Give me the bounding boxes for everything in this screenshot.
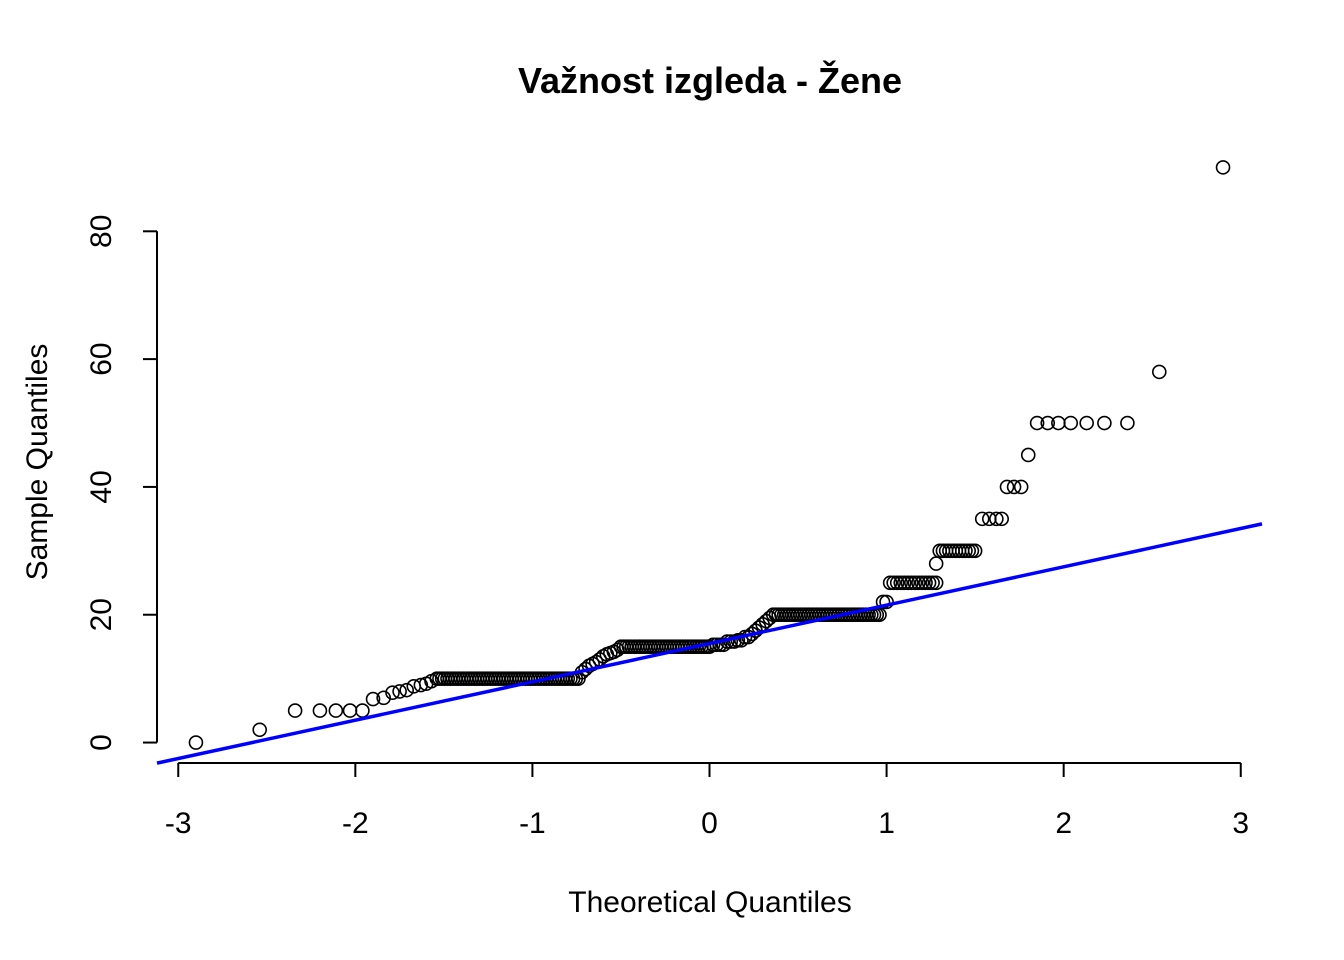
sample-point (889, 575, 905, 591)
sample-point (875, 594, 891, 610)
qq-reference-line (156, 522, 1263, 765)
sample-point (1063, 415, 1079, 431)
plot-area (156, 160, 1263, 765)
sample-point (882, 575, 898, 591)
sample-point (999, 479, 1015, 495)
sample-point (1120, 415, 1135, 431)
y-tick-label: 0 (85, 734, 118, 751)
sample-point (365, 691, 381, 707)
sample-point (967, 543, 983, 559)
sample-point (376, 690, 391, 706)
sample-point (896, 575, 912, 591)
sample-point (1020, 447, 1036, 463)
sample-point (287, 703, 303, 718)
sample-point (911, 575, 926, 591)
sample-point (1040, 415, 1056, 431)
sample-point (734, 632, 749, 648)
sample-point (989, 511, 1004, 527)
sample-point (1151, 364, 1167, 380)
y-axis-label: Sample Quantiles (21, 344, 54, 581)
sample-point (1006, 479, 1022, 495)
sample-point (886, 575, 901, 591)
sample-point (1215, 160, 1231, 175)
sample-point (1079, 415, 1094, 431)
x-axis: -3 -2 -1 0 1 2 3 (165, 762, 1249, 840)
x-tick-label: 1 (878, 807, 895, 840)
sample-point (355, 703, 370, 718)
sample-point (904, 575, 919, 591)
sample-point (900, 575, 916, 591)
sample-point (1013, 479, 1029, 495)
sample-point (342, 703, 358, 718)
x-tick-label: -1 (519, 807, 546, 840)
sample-point (252, 722, 268, 738)
sample-point (907, 575, 923, 591)
sample-point (994, 511, 1009, 527)
x-tick-label: -3 (165, 807, 192, 840)
sample-point (921, 575, 937, 591)
sample-point (928, 556, 944, 571)
reference-line (156, 522, 1263, 765)
sample-point (392, 684, 407, 699)
sample-point (928, 575, 944, 591)
x-axis-label: Theoretical Quantiles (568, 886, 851, 919)
sample-point (974, 511, 990, 527)
chart-title: Važnost izgleda - Žene (518, 59, 902, 101)
sample-point (914, 575, 930, 591)
x-tick-label: 0 (701, 807, 718, 840)
sample-point (893, 575, 909, 591)
x-tick-label: 3 (1232, 807, 1249, 840)
sample-point (413, 677, 429, 693)
y-tick-label: 60 (85, 342, 118, 375)
sample-point (712, 637, 728, 653)
sample-point (328, 703, 344, 718)
sample-point (1097, 415, 1112, 431)
sample-point (399, 682, 414, 698)
sample-point (385, 685, 400, 701)
sample-point (925, 575, 940, 591)
y-tick-label: 80 (85, 215, 118, 248)
x-tick-label: 2 (1055, 807, 1072, 840)
sample-point (312, 703, 328, 718)
y-tick-label: 40 (85, 470, 118, 503)
sample-points (188, 160, 1231, 750)
sample-point (716, 637, 731, 653)
sample-point (1029, 415, 1045, 431)
x-tick-label: -2 (342, 807, 369, 840)
y-axis: 0 20 40 60 80 (85, 215, 158, 751)
sample-point (188, 735, 204, 750)
sample-point (918, 575, 933, 591)
y-tick-label: 20 (85, 598, 118, 631)
